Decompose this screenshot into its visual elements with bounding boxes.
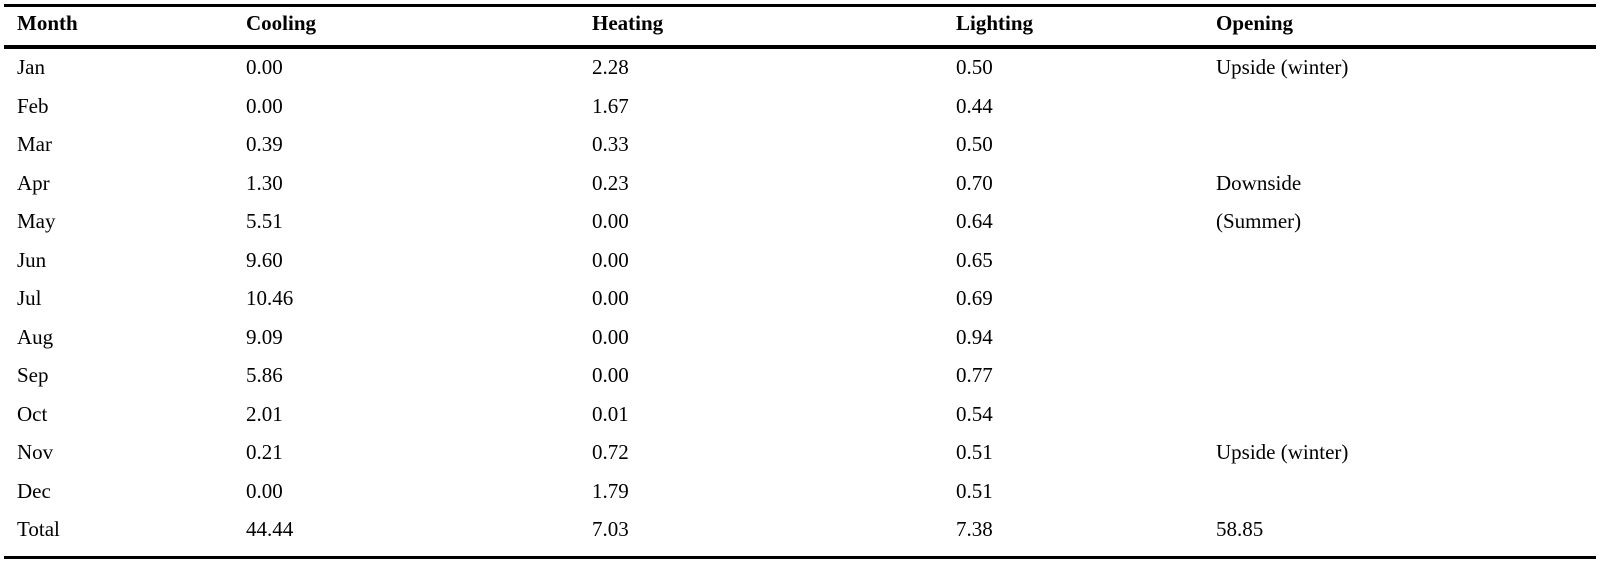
cell-heating: 1.79 — [592, 478, 629, 503]
cell-cooling: 5.86 — [246, 363, 283, 387]
cell-lighting: 0.51 — [956, 440, 993, 464]
total-row: Total 44.44 7.03 7.38 58.85 — [4, 511, 1596, 550]
table-row: Jun 9.60 0.00 0.65 — [4, 242, 1596, 281]
cell-month: Apr — [17, 170, 50, 195]
cell-month: Sep — [17, 363, 49, 387]
table-row: Oct 2.01 0.01 0.54 — [4, 396, 1596, 435]
cell-heating: 0.00 — [592, 247, 629, 272]
cell-opening — [1216, 126, 1596, 165]
cell-lighting: 0.70 — [956, 170, 993, 195]
cell-cooling: 0.00 — [246, 478, 283, 503]
header-opening: Opening — [1216, 11, 1294, 35]
cell-month: Jan — [17, 55, 45, 79]
table-row: Dec 0.00 1.79 0.51 — [4, 473, 1596, 512]
header-cooling: Cooling — [246, 11, 317, 35]
cell-cooling: 5.51 — [246, 209, 283, 233]
cell-opening: (Summer) — [1216, 209, 1302, 233]
cell-opening — [1216, 357, 1596, 396]
table-row: Jul 10.46 0.00 0.69 — [4, 280, 1596, 319]
cell-lighting: 0.54 — [956, 401, 993, 426]
cell-heating: 0.00 — [592, 324, 629, 349]
header-rule — [4, 45, 1596, 49]
table-bottom-rule — [4, 555, 1596, 559]
data-table-body: Jan 0.00 2.28 0.50 Upside (winter) Feb 0.00 1.6… — [4, 49, 1596, 550]
cell-lighting: 0.50 — [956, 55, 993, 79]
cell-lighting: 0.44 — [956, 93, 993, 118]
cell-cooling: 9.09 — [246, 324, 283, 349]
table-row: Apr 1.30 0.23 0.70 Downside — [4, 165, 1596, 204]
cell-cooling: 0.00 — [246, 93, 283, 118]
cell-cooling: 44.44 — [246, 517, 294, 541]
cell-heating: 0.00 — [592, 363, 629, 387]
cell-month: Mar — [17, 132, 52, 156]
cell-cooling: 0.00 — [246, 55, 283, 79]
table-row: Sep 5.86 0.00 0.77 — [4, 357, 1596, 396]
table-row: Mar 0.39 0.33 0.50 — [4, 126, 1596, 165]
cell-heating: 0.23 — [592, 170, 629, 195]
cell-lighting: 0.94 — [956, 324, 993, 349]
cell-month: Oct — [17, 401, 48, 426]
cell-opening — [1216, 280, 1596, 319]
cell-heating: 0.00 — [592, 286, 629, 310]
cell-cooling: 2.01 — [246, 401, 283, 426]
cell-heating: 0.01 — [592, 401, 629, 426]
cell-opening: Upside (winter) — [1216, 55, 1349, 79]
energy-table: Month Cooling Heating Lighting Opening J… — [4, 4, 1596, 559]
header-heating: Heating — [592, 11, 664, 35]
cell-heating: 0.00 — [592, 209, 629, 233]
cell-lighting: 7.38 — [956, 517, 993, 541]
cell-lighting: 0.64 — [956, 209, 993, 233]
table-top-rule — [4, 4, 1596, 7]
header-row: Month Cooling Heating Lighting Opening — [4, 7, 1596, 45]
cell-month: Jun — [17, 247, 47, 272]
cell-cooling: 10.46 — [246, 286, 294, 310]
cell-lighting: 0.77 — [956, 363, 993, 387]
cell-cooling: 9.60 — [246, 247, 283, 272]
cell-heating: 2.28 — [592, 55, 629, 79]
cell-opening: Downside — [1216, 170, 1302, 195]
cell-opening: Upside (winter) — [1216, 440, 1349, 464]
header-month: Month — [17, 11, 78, 35]
cell-month: Total — [17, 517, 60, 541]
cell-lighting: 0.50 — [956, 132, 993, 156]
table-row: Aug 9.09 0.00 0.94 — [4, 319, 1596, 358]
cell-opening — [1216, 88, 1596, 127]
cell-opening — [1216, 319, 1596, 358]
table-row: Feb 0.00 1.67 0.44 — [4, 88, 1596, 127]
cell-heating: 7.03 — [592, 517, 629, 541]
cell-cooling: 0.21 — [246, 440, 283, 464]
cell-month: Dec — [17, 478, 51, 503]
cell-month: Jul — [17, 286, 42, 310]
cell-opening — [1216, 396, 1596, 435]
cell-lighting: 0.69 — [956, 286, 993, 310]
cell-opening — [1216, 242, 1596, 281]
cell-heating: 0.72 — [592, 440, 629, 464]
header-lighting: Lighting — [956, 11, 1034, 35]
cell-heating: 0.33 — [592, 132, 629, 156]
cell-cooling: 0.39 — [246, 132, 283, 156]
cell-lighting: 0.65 — [956, 247, 993, 272]
cell-heating: 1.67 — [592, 93, 629, 118]
table-row: Jan 0.00 2.28 0.50 Upside (winter) — [4, 49, 1596, 88]
cell-month: Feb — [17, 93, 49, 118]
data-table: Month Cooling Heating Lighting Opening — [4, 7, 1596, 45]
cell-month: May — [17, 209, 56, 233]
cell-lighting: 0.51 — [956, 478, 993, 503]
table-row: Nov 0.21 0.72 0.51 Upside (winter) — [4, 434, 1596, 473]
cell-opening: 58.85 — [1216, 517, 1264, 541]
table-row: May 5.51 0.00 0.64 (Summer) — [4, 203, 1596, 242]
cell-cooling: 1.30 — [246, 170, 283, 195]
cell-opening — [1216, 473, 1596, 512]
cell-month: Aug — [17, 324, 54, 349]
cell-month: Nov — [17, 440, 54, 464]
